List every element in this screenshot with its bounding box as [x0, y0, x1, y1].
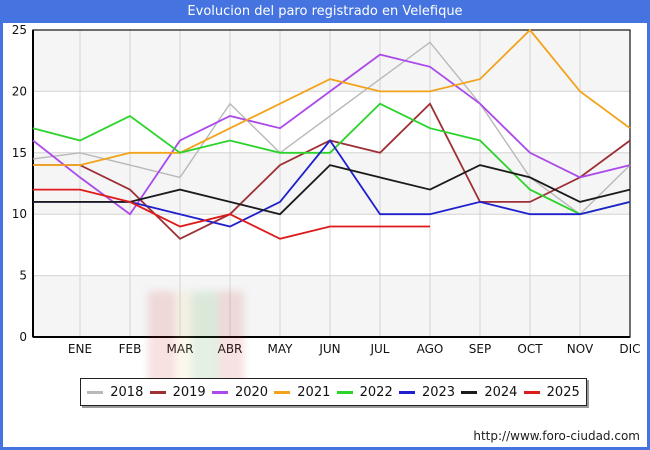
x-tick-label: FEB — [119, 342, 142, 356]
series-line-2022 — [32, 102, 631, 216]
y-tick-label: 15 — [12, 146, 27, 160]
x-tick-label: MAR — [167, 342, 194, 356]
chart-panel: 0 5 10 15 20 25 ENE FEB MAR ABR MAY JUN JUL AGO SEP OCT… — [3, 23, 647, 447]
legend-label: 2019 — [172, 384, 206, 400]
series-line-2020 — [32, 53, 631, 216]
series-line-2025 — [33, 188, 430, 240]
legend-item-2024: 2024 — [461, 385, 517, 400]
plot-band — [33, 30, 630, 92]
legend-label: 2020 — [234, 384, 269, 400]
series-line-2021 — [33, 28, 631, 167]
x-tick-label: DIC — [619, 342, 640, 356]
chart-legend: 2018 2019 2020 2021 2022 2023 2024 2025 — [80, 378, 587, 406]
legend-item-2021: 2021 — [274, 385, 330, 400]
legend-label: 2024 — [484, 384, 518, 400]
legend-swatch — [87, 390, 104, 394]
x-tick-label: ABR — [218, 342, 243, 356]
x-tick-label: AGO — [417, 342, 444, 356]
legend-swatch — [274, 390, 291, 394]
x-tick-label: OCT — [517, 342, 543, 356]
legend-label: 2022 — [359, 384, 393, 400]
legend-item-2020: 2020 — [211, 384, 269, 400]
legend-item-2023: 2023 — [398, 384, 456, 400]
legend-label: 2018 — [110, 384, 144, 400]
x-tick-label: SEP — [469, 342, 491, 356]
legend-label: 2021 — [297, 384, 331, 400]
x-tick-label: JUN — [318, 342, 340, 356]
y-tick-label: 25 — [12, 23, 27, 37]
y-tick-label: 5 — [19, 269, 27, 283]
x-tick-label: JUL — [369, 342, 389, 356]
y-tick-label: 10 — [12, 207, 27, 221]
legend-item-2022: 2022 — [336, 384, 393, 400]
x-tick-label: MAY — [268, 342, 294, 356]
legend-swatch — [523, 390, 540, 394]
legend-swatch — [461, 390, 478, 394]
x-tick-label: NOV — [567, 342, 594, 356]
y-tick-label: 0 — [19, 330, 27, 344]
legend-swatch — [149, 390, 166, 394]
legend-swatch — [211, 390, 228, 394]
page-title: Evolucion del paro registrado en Velefiq… — [187, 4, 463, 19]
legend-swatch — [336, 390, 353, 394]
legend-item-2018: 2018 — [87, 385, 143, 400]
legend-item-2025: 2025 — [523, 384, 580, 400]
footer-url: http://www.foro-ciudad.com — [473, 429, 640, 443]
plot-band — [33, 275, 630, 337]
legend-swatch — [398, 390, 415, 394]
x-tick-label: ENE — [68, 342, 92, 356]
legend-label: 2025 — [546, 384, 580, 400]
y-tick-label: 20 — [12, 84, 27, 98]
legend-label: 2023 — [421, 384, 456, 400]
legend-item-2019: 2019 — [149, 384, 206, 400]
